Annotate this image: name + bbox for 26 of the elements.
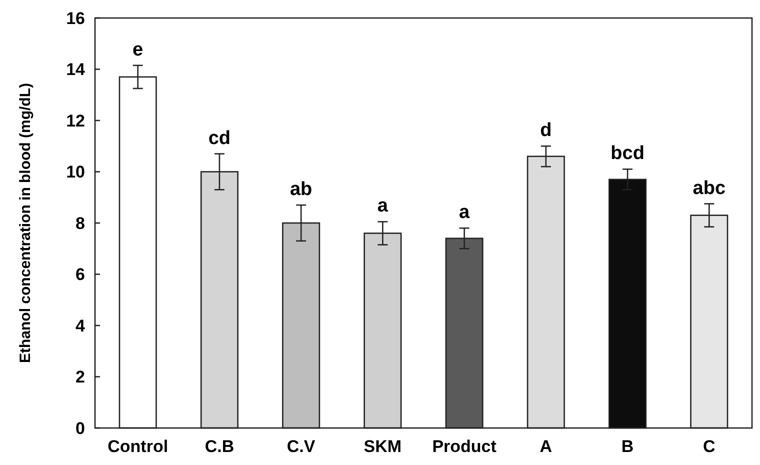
y-tick-label: 4 [76,316,86,336]
y-tick-label: 6 [76,265,85,284]
y-tick-label: 0 [76,418,85,438]
annotation: a [377,196,388,217]
annotation: d [540,120,552,142]
x-tick-label: Control [108,437,168,456]
x-tick-label: C [703,437,716,456]
y-tick-label: 8 [76,214,85,233]
x-tick-label: A [540,437,552,456]
x-tick-label: Product [432,437,497,456]
annotation: a [459,202,470,224]
y-axis-title: Ethanol concentration in blood (mg/dL) [17,83,34,363]
annotation: ab [290,179,312,200]
annotation: abc [692,178,726,199]
y-tick-label: 16 [66,8,85,28]
annotation: bcd [610,143,644,164]
y-tick-label: 12 [66,111,85,130]
annotation: e [132,39,144,60]
x-tick-label: B [621,437,634,456]
y-tick-label: 10 [66,162,85,182]
annotation: cd [208,128,231,149]
x-tick-label: C.B [204,437,234,456]
y-tick-label: 14 [66,60,86,80]
y-tick-label: 2 [76,368,85,387]
x-tick-label: SKM [364,437,402,456]
x-tick-label: C.V [286,437,316,456]
